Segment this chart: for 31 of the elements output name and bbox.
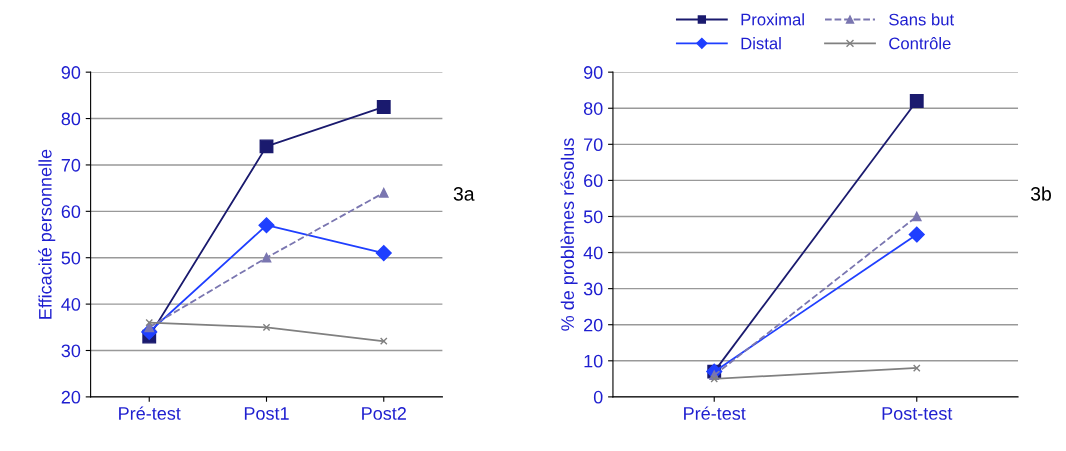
y-tick-label: 20 bbox=[584, 318, 603, 332]
y-axis-title: Efficacité personnelle bbox=[38, 149, 56, 319]
y-tick-label: 40 bbox=[583, 246, 603, 260]
legend-label: Contrôle bbox=[889, 37, 951, 50]
y-tick-label: 60 bbox=[584, 174, 603, 188]
y-tick-label: 80 bbox=[583, 102, 603, 115]
y-tick-label: 50 bbox=[583, 210, 603, 224]
y-tick-label: 40 bbox=[61, 298, 81, 311]
text: 3a bbox=[453, 187, 475, 201]
y-tick-label: 30 bbox=[61, 344, 81, 358]
text: 3b bbox=[1030, 186, 1051, 201]
x-tick-label: Post1 bbox=[244, 407, 289, 420]
y-tick-label: 30 bbox=[583, 282, 603, 296]
legend-label: Proximal bbox=[741, 13, 804, 26]
x-tick-label: Pré-test bbox=[684, 406, 746, 420]
legend-label: Distal bbox=[741, 37, 781, 50]
y-tick-label: 70 bbox=[584, 138, 603, 152]
y-tick-label: 60 bbox=[61, 205, 81, 219]
y-tick-label: 80 bbox=[61, 112, 81, 126]
y-tick-label: 0 bbox=[593, 390, 603, 404]
y-tick-label: 90 bbox=[583, 66, 603, 79]
x-tick-label: Pré-test bbox=[119, 406, 181, 420]
y-tick-label: 70 bbox=[61, 158, 81, 172]
x-tick-label: Post-test bbox=[882, 407, 953, 420]
legend-label: Sans but bbox=[889, 13, 955, 26]
y-tick-label: 90 bbox=[61, 66, 81, 79]
y-tick-label: 10 bbox=[584, 354, 603, 368]
y-tick-label: 20 bbox=[61, 390, 81, 404]
y-tick-label: 50 bbox=[61, 251, 81, 265]
y-axis-title: % de problèmes résolus bbox=[560, 138, 578, 331]
x-tick-label: Post2 bbox=[362, 407, 406, 420]
